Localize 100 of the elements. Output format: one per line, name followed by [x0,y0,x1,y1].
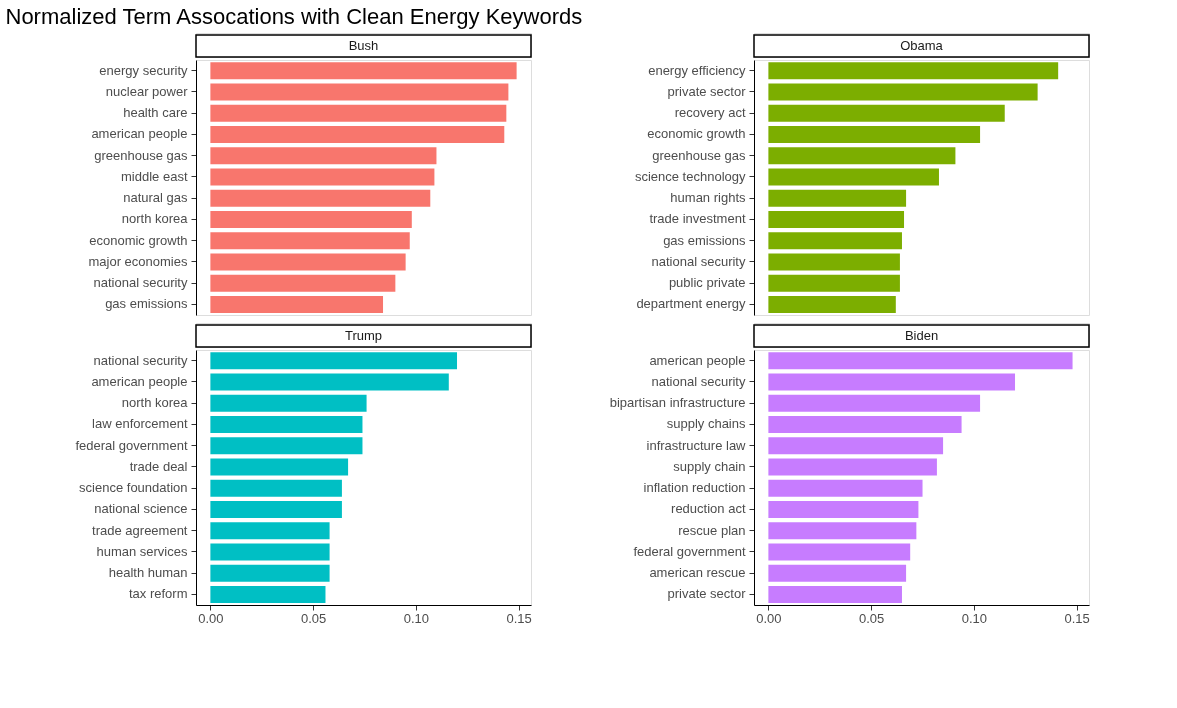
y-tick-label: rescue plan [678,522,746,538]
y-tick-label: public private [668,275,746,291]
y-tick-label: recovery act [674,105,746,121]
bar [210,62,517,80]
y-tick-label: private sector [667,586,747,602]
bar [768,458,937,476]
y-tick-label: greenhouse gas [94,147,188,163]
y-tick-label: law enforcement [92,416,188,432]
bar [768,147,956,165]
y-tick-label: gas emissions [663,232,746,248]
bar [768,585,902,603]
y-tick-label: supply chain [673,458,746,474]
y-tick-label: human rights [670,190,746,206]
bar [210,437,363,455]
bar [210,564,330,582]
y-tick-label: health human [108,565,188,581]
bar [768,253,900,271]
y-tick-label: science foundation [79,480,188,496]
y-tick-label: middle east [121,168,188,184]
y-tick-label: infrastructure law [646,437,747,453]
y-tick-label: natural gas [123,190,188,206]
bar [210,394,367,412]
y-tick-label: national security [93,352,188,368]
y-tick-label: american people [91,126,188,142]
bar [768,210,905,228]
bar [210,479,342,497]
bar [210,83,509,101]
y-tick-label: department energy [636,296,746,312]
bar [768,522,917,540]
y-tick-label: greenhouse gas [652,147,746,163]
bar [768,168,939,186]
y-tick-label: american people [91,373,188,389]
bar [210,458,349,476]
bar [210,500,342,518]
y-tick-label: american rescue [649,565,746,581]
bar [210,104,507,122]
bar [210,125,505,143]
bar [768,479,923,497]
y-tick-label: supply chains [666,416,746,432]
x-tick-label: 0.00 [198,610,224,626]
x-tick-label: 0.00 [756,610,782,626]
y-tick-label: american people [649,352,746,368]
y-tick-label: reduction act [671,501,746,517]
y-tick-label: private sector [667,83,747,99]
x-tick-label: 0.10 [403,610,430,626]
bar [210,189,431,207]
bar [768,564,907,582]
bar [768,543,911,561]
y-tick-label: national science [94,501,188,517]
bar [210,232,410,250]
y-tick-label: trade agreement [92,522,188,538]
y-tick-label: national security [651,373,746,389]
bar [768,352,1073,370]
y-tick-label: tax reform [128,586,188,602]
bar [768,500,919,518]
y-tick-label: major economies [88,253,188,269]
bar [210,274,396,292]
bar [210,522,330,540]
y-tick-label: national security [93,275,188,291]
y-tick-label: north korea [121,211,189,227]
x-tick-label: 0.05 [858,610,885,626]
bar [210,585,326,603]
bar [768,125,981,143]
y-tick-label: inflation reduction [643,480,746,496]
bar [768,232,902,250]
chart-title: Normalized Term Assocations with Clean Energy Keywords [5,3,583,29]
y-tick-label: human services [96,543,188,559]
y-tick-label: economic growth [647,126,746,142]
bar [768,274,900,292]
y-tick-label: energy security [99,62,188,78]
bar [210,373,449,391]
bar [768,83,1038,101]
chart-subtitle: Trump [344,328,383,343]
chart-subtitle: Bush [348,38,379,53]
y-tick-label: federal government [75,437,188,453]
y-tick-label: national security [651,253,746,269]
y-tick-label: health care [123,105,188,121]
x-tick-label: 0.05 [300,610,327,626]
y-tick-label: economic growth [89,232,188,248]
bar [768,394,981,412]
bar [768,295,896,313]
bar [210,415,363,433]
bar [210,543,330,561]
chart-subtitle: Biden [904,328,939,343]
bar [768,373,1016,391]
bar [768,104,1005,122]
y-tick-label: trade investment [649,211,746,227]
y-tick-label: trade deal [129,458,188,474]
y-tick-label: north korea [121,395,189,411]
bar [768,415,962,433]
x-tick-label: 0.15 [506,610,532,626]
y-tick-label: gas emissions [105,296,188,312]
y-tick-label: nuclear power [105,83,189,99]
bar [210,253,406,271]
y-tick-label: energy efficiency [648,62,746,78]
bar [210,352,458,370]
chart-subtitle: Obama [900,38,944,53]
x-tick-label: 0.15 [1064,610,1090,626]
bar [210,295,384,313]
bar [210,147,437,165]
